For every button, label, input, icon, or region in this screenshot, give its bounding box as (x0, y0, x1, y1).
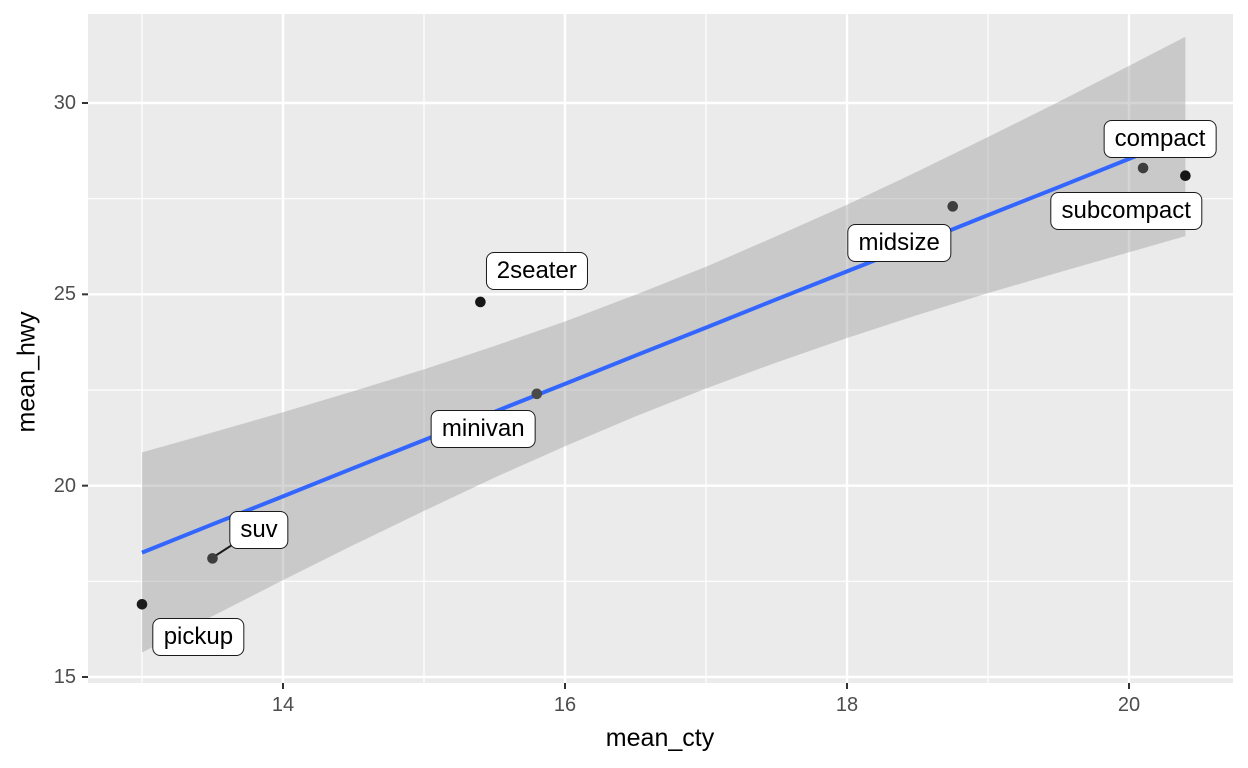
regression-line (141, 134, 1187, 555)
data-point-midsize (947, 201, 959, 212)
data-point-subcompact (1180, 170, 1191, 182)
data-point-pickup (136, 598, 148, 610)
data-point-suv (207, 553, 218, 564)
data-point-minivan (531, 388, 543, 400)
data-point-2seater (475, 296, 486, 308)
panel-background (88, 14, 1233, 683)
data-point-compact (1137, 162, 1149, 174)
